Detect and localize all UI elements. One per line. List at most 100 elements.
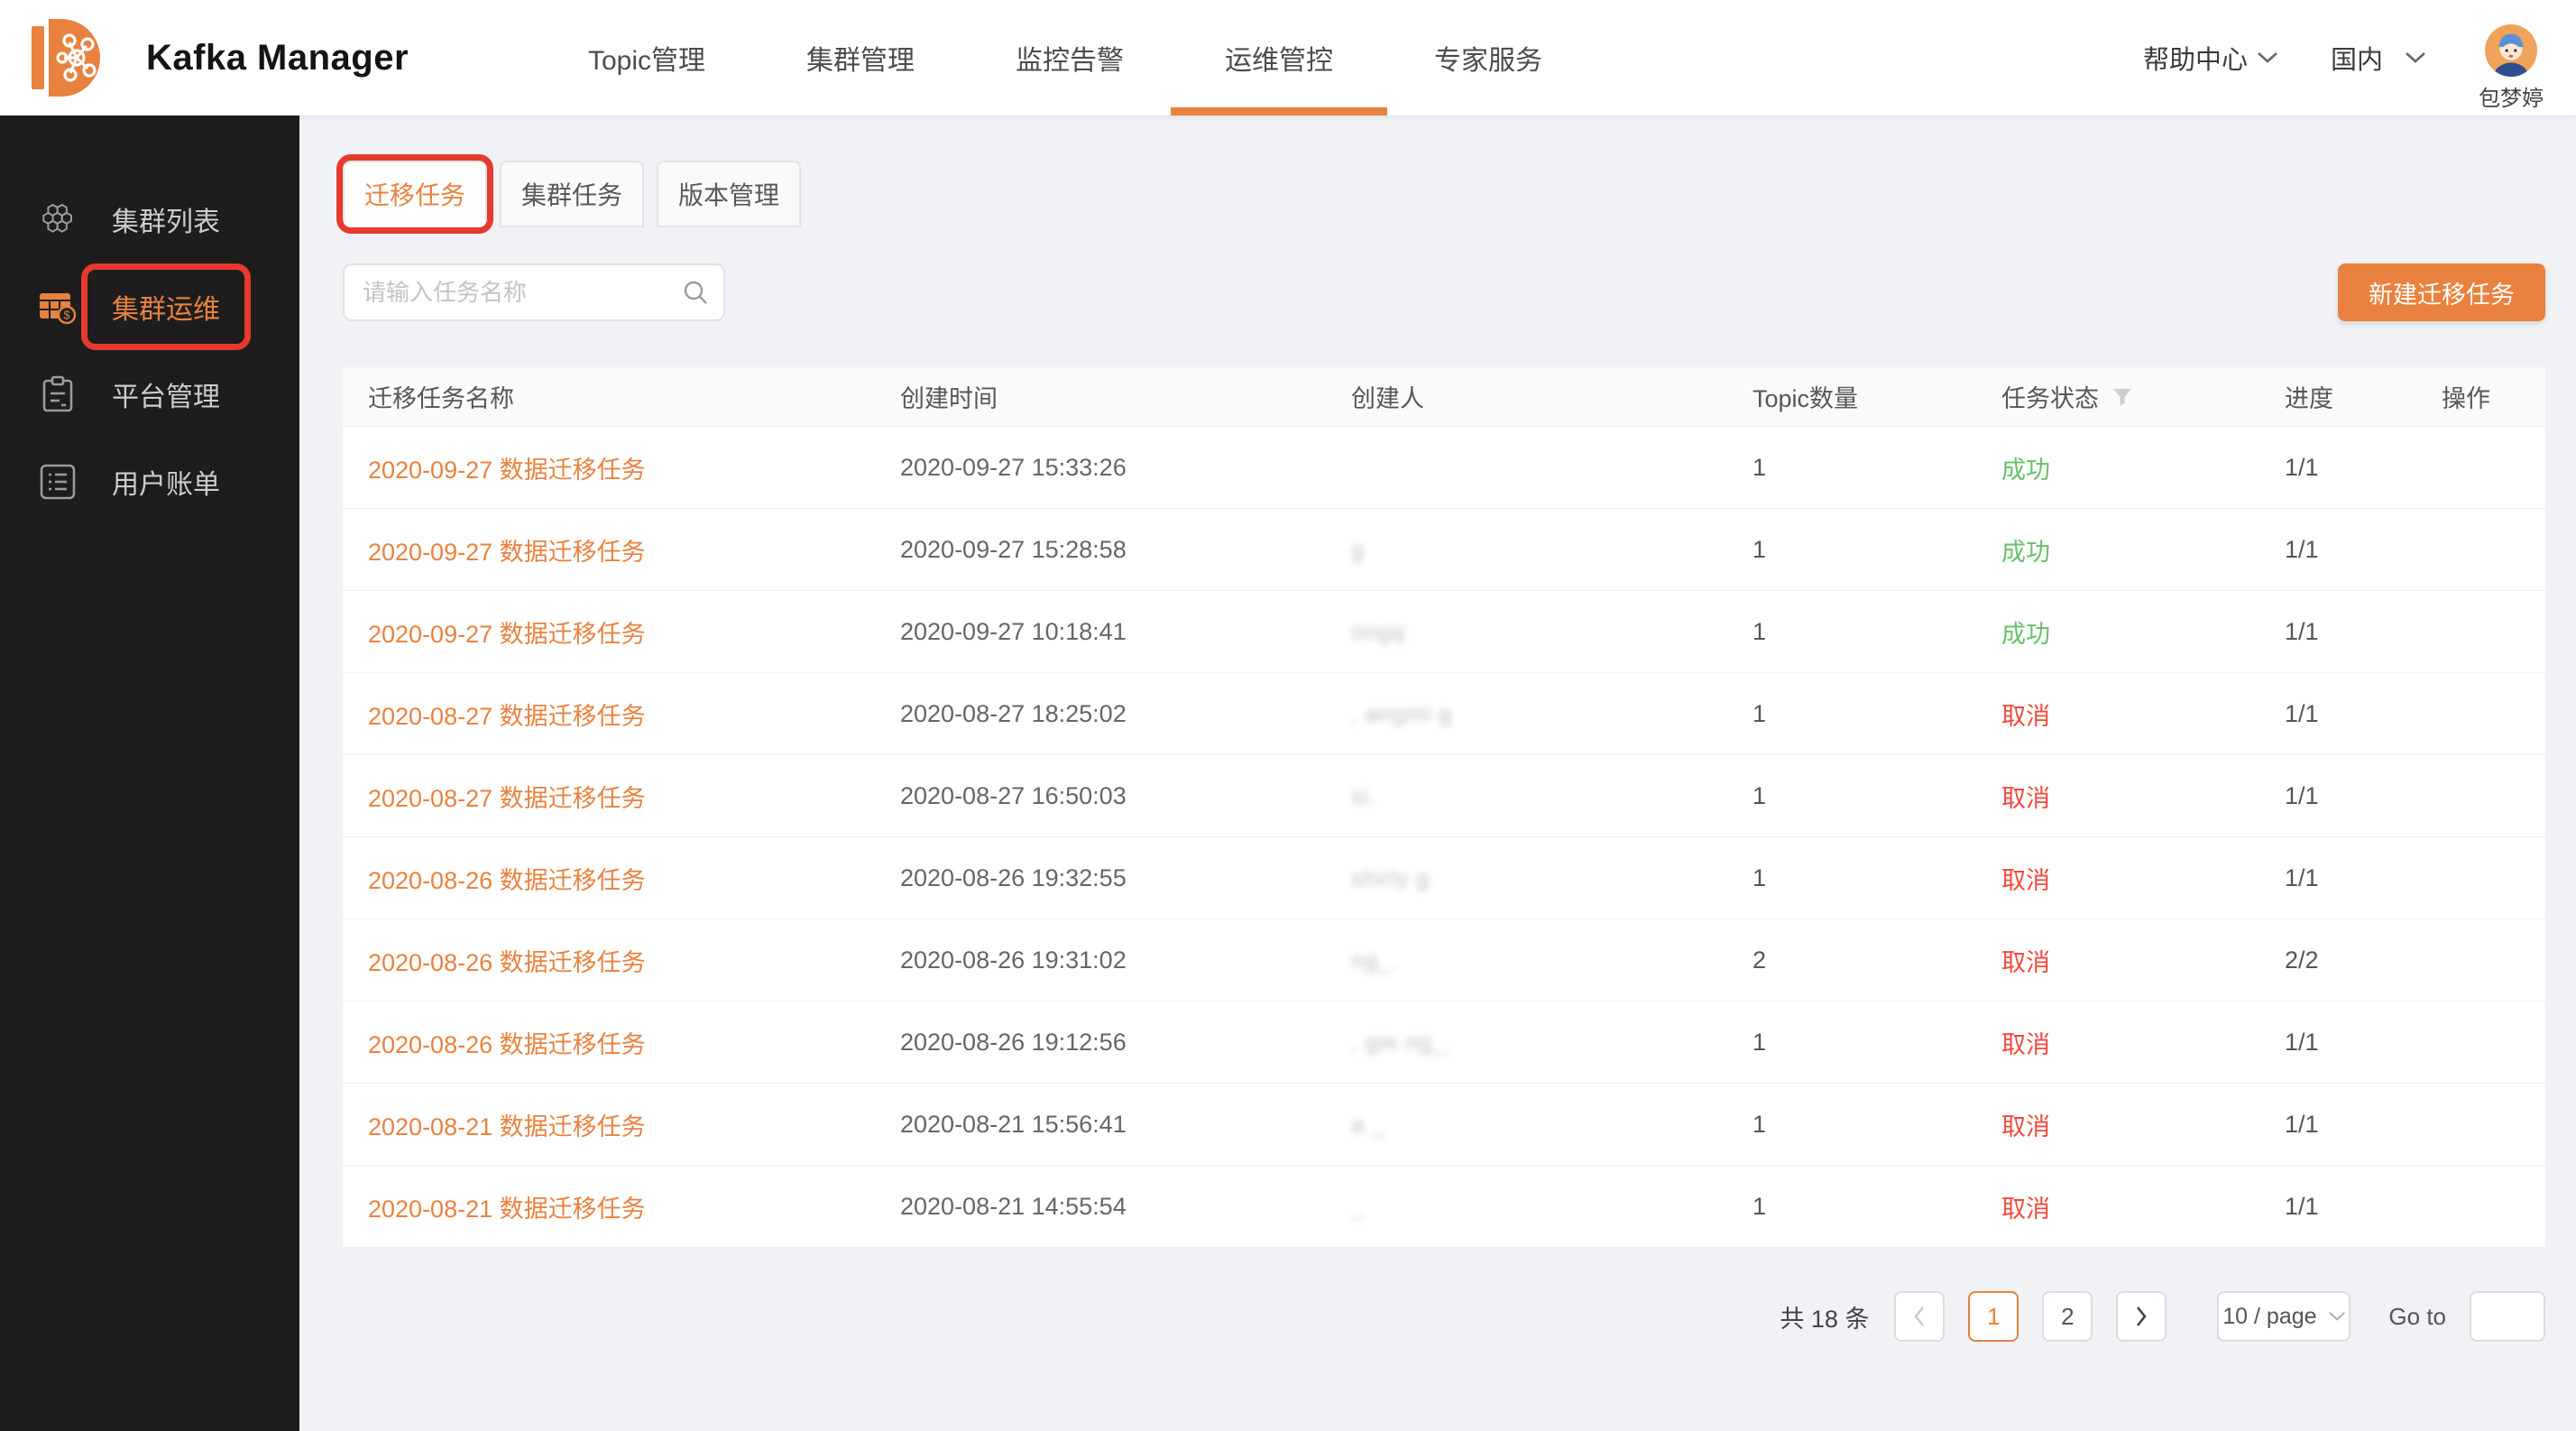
task-name-link[interactable]: 2020-09-27 数据迁移任务 [368, 456, 646, 484]
task-status: 取消 [2001, 948, 2050, 976]
user-menu[interactable]: 包梦婷 [2479, 23, 2544, 112]
task-status: 成功 [2001, 538, 2050, 566]
topic-count: 1 [1753, 535, 1767, 563]
avatar [2485, 23, 2537, 77]
annotation-box-sidebar [81, 263, 251, 350]
tab-bar: 迁移任务 集群任务 版本管理 [336, 154, 2545, 234]
sidebar-item-label: 平台管理 [112, 382, 220, 412]
topic-count: 1 [1753, 1028, 1767, 1056]
total-count: 共 18 条 [1780, 1305, 1870, 1333]
svg-text:$: $ [63, 308, 70, 321]
task-status: 取消 [2001, 1030, 2050, 1058]
sidebar-item-label: 集群运维 [81, 263, 251, 350]
col-topic-count: Topic数量 [1753, 385, 1859, 412]
task-progress: 1/1 [2285, 699, 2319, 727]
topic-count: 1 [1753, 617, 1767, 645]
sidebar-item-label: 用户账单 [112, 469, 220, 500]
task-name-link[interactable]: 2020-09-27 数据迁移任务 [368, 620, 646, 648]
page-button-2[interactable]: 2 [2042, 1291, 2093, 1342]
task-name-link[interactable]: 2020-08-27 数据迁移任务 [368, 702, 646, 730]
table-row: 2020-08-26 数据迁移任务 2020-08-26 19:32:55 sh… [343, 837, 2545, 919]
sidebar-item-user-billing[interactable]: 用户账单 [0, 438, 299, 525]
table-row: 2020-09-27 数据迁移任务 2020-09-27 15:28:58 g … [343, 509, 2545, 591]
col-task-status: 任务状态 [2001, 379, 2285, 414]
topic-count: 1 [1753, 699, 1767, 727]
task-progress: 1/1 [2285, 781, 2319, 809]
task-status: 成功 [2001, 620, 2050, 648]
col-actions: 操作 [2442, 385, 2490, 412]
col-creator: 创建人 [1351, 385, 1424, 412]
tab-migration-tasks[interactable]: 迁移任务 [336, 154, 494, 234]
new-migration-task-button[interactable]: 新建迁移任务 [2338, 263, 2545, 321]
sidebar-item-cluster-ops[interactable]: $ 集群运维 [0, 263, 299, 350]
table-body: 2020-09-27 数据迁移任务 2020-09-27 15:33:26 1 … [343, 427, 2545, 1248]
nav-expert-service[interactable]: 专家服务 [1434, 0, 1542, 115]
page-size-select[interactable]: 10 / page [2217, 1291, 2351, 1342]
table-row: 2020-08-27 数据迁移任务 2020-08-27 16:50:03 si… [343, 755, 2545, 837]
region-dropdown[interactable]: 国内 [2331, 39, 2426, 77]
task-name-link[interactable]: 2020-08-26 数据迁移任务 [368, 1030, 646, 1058]
nav-monitor-alert[interactable]: 监控告警 [1016, 0, 1124, 115]
table-row: 2020-08-27 数据迁移任务 2020-08-27 18:25:02 , … [343, 673, 2545, 755]
filter-funnel-icon[interactable] [2111, 387, 2133, 407]
sidebar-item-platform-management[interactable]: 平台管理 [0, 350, 299, 438]
tab-cluster-tasks[interactable]: 集群任务 [500, 161, 645, 227]
search-icon[interactable] [682, 279, 709, 306]
topic-count: 1 [1753, 863, 1767, 891]
task-name-link[interactable]: 2020-09-27 数据迁移任务 [368, 538, 646, 566]
topic-count: 1 [1753, 781, 1767, 809]
task-progress: 1/1 [2285, 1192, 2319, 1220]
table-row: 2020-09-27 数据迁移任务 2020-09-27 15:33:26 1 … [343, 427, 2545, 509]
creator-redacted: , angmi g [1351, 701, 1452, 727]
task-progress: 1/1 [2285, 535, 2319, 563]
creator-redacted: si. [1351, 783, 1376, 809]
sidebar-item-cluster-list[interactable]: 集群列表 [0, 175, 299, 263]
created-time: 2020-08-21 14:55:54 [900, 1192, 1127, 1220]
task-progress: 2/2 [2285, 946, 2319, 974]
app-title: Kafka Manager [146, 37, 409, 78]
prev-page-button[interactable] [1894, 1291, 1946, 1342]
region-label: 国内 [2330, 46, 2383, 75]
task-status: 取消 [2001, 866, 2050, 894]
task-name-link[interactable]: 2020-08-26 数据迁移任务 [368, 948, 646, 976]
task-progress: 1/1 [2285, 453, 2319, 481]
chevron-left-icon [1914, 1306, 1925, 1326]
task-name-link[interactable]: 2020-08-21 数据迁移任务 [368, 1112, 646, 1140]
task-status: 取消 [2001, 1112, 2050, 1140]
created-time: 2020-08-27 16:50:03 [900, 781, 1127, 809]
nav-topic-management[interactable]: Topic管理 [588, 0, 705, 115]
tab-version-management[interactable]: 版本管理 [657, 161, 802, 227]
task-name-link[interactable]: 2020-08-26 数据迁移任务 [368, 866, 646, 894]
help-center-dropdown[interactable]: 帮助中心 [2143, 39, 2278, 77]
sidebar: 集群列表 $ 集群运维 [0, 115, 299, 1431]
help-center-label: 帮助中心 [2142, 46, 2248, 75]
created-time: 2020-09-27 15:28:58 [900, 535, 1127, 563]
nav-cluster-management[interactable]: 集群管理 [806, 0, 915, 115]
task-name-link[interactable]: 2020-08-21 数据迁移任务 [368, 1195, 646, 1223]
list-icon [38, 462, 78, 502]
nav-label: Topic管理 [588, 46, 706, 76]
task-progress: 1/1 [2285, 617, 2319, 645]
table-row: 2020-08-26 数据迁移任务 2020-08-26 19:12:56 , … [343, 1002, 2545, 1084]
topic-count: 1 [1753, 453, 1767, 481]
table-row: 2020-09-27 数据迁移任务 2020-09-27 10:18:41 on… [343, 591, 2545, 673]
search-input[interactable] [343, 263, 725, 321]
created-time: 2020-08-27 18:25:02 [900, 699, 1127, 727]
page-button-1[interactable]: 1 [1968, 1291, 2019, 1342]
creator-redacted: shirly g [1351, 865, 1431, 891]
task-name-link[interactable]: 2020-08-27 数据迁移任务 [368, 784, 646, 812]
tab-label: 迁移任务 [364, 181, 466, 209]
nav-label: 集群管理 [806, 46, 915, 76]
task-status: 成功 [2001, 456, 2050, 484]
next-page-button[interactable] [2116, 1291, 2167, 1342]
col-created-time: 创建时间 [900, 385, 998, 412]
nav-ops-control[interactable]: 运维管控 [1171, 0, 1388, 115]
tab-label: 版本管理 [678, 181, 780, 209]
migration-task-table: 迁移任务名称 创建时间 创建人 Topic数量 任务状态 进度 操作 2020-… [343, 367, 2545, 1248]
goto-label: Go to [2388, 1302, 2446, 1330]
nav-label: 监控告警 [1016, 46, 1125, 76]
chevron-down-icon [2258, 52, 2277, 63]
goto-page-input[interactable] [2470, 1291, 2545, 1342]
creator-redacted: _ [1351, 1194, 1365, 1220]
